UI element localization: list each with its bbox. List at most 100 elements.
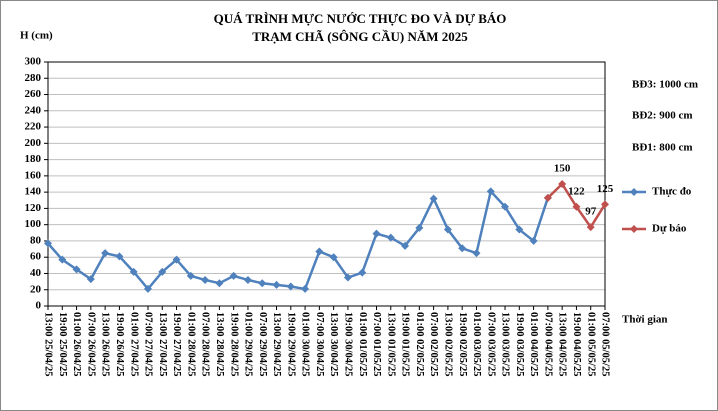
x-tick-label: 01:00 02/05/25	[414, 312, 425, 376]
legend-label: Thực đo	[652, 186, 692, 198]
x-tick-label: 07:00 27/04/25	[143, 312, 154, 376]
x-tick-label: 01:00 01/05/25	[357, 312, 368, 376]
y-tick-label: 300	[25, 56, 42, 68]
point	[158, 267, 167, 276]
x-tick-label: 01:00 26/04/25	[71, 312, 82, 376]
point	[115, 252, 124, 261]
y-tick-label: 280	[25, 72, 42, 84]
y-tick-label: 120	[25, 202, 42, 214]
x-tick-label: 13:00 27/04/25	[157, 312, 168, 376]
chart-title: QUÁ TRÌNH MỰC NƯỚC THỰC ĐO VÀ DỰ BÁO	[214, 11, 507, 26]
x-tick-label: 13:00 04/05/25	[557, 312, 568, 376]
legend-marker	[630, 225, 638, 233]
point	[329, 253, 338, 262]
point	[558, 180, 567, 188]
point	[343, 273, 352, 282]
y-tick-label: 0	[36, 300, 42, 312]
point	[243, 275, 252, 284]
point	[201, 275, 210, 284]
point	[72, 265, 81, 274]
x-tick-label: 01:00 30/04/25	[300, 312, 311, 376]
x-tick-label: 13:00 28/04/25	[214, 312, 225, 376]
x-tick-label: 01:00 04/05/25	[528, 312, 539, 376]
plot-border	[47, 61, 606, 307]
data-label: 150	[554, 163, 571, 175]
x-tick-label: 07:00 05/05/25	[600, 312, 611, 376]
y-tick-label: 100	[25, 218, 42, 230]
point	[315, 247, 324, 256]
point	[172, 255, 181, 264]
annotation: BĐ3: 1000 cm	[632, 79, 698, 91]
point	[101, 249, 110, 258]
point	[386, 233, 395, 242]
y-tick-label: 160	[25, 169, 42, 181]
point	[372, 229, 381, 238]
x-tick-label: 07:00 28/04/25	[200, 312, 211, 376]
legend-label: Dự báo	[652, 223, 687, 235]
point	[58, 255, 67, 264]
x-tick-label: 19:00 04/05/25	[571, 312, 582, 376]
point	[601, 200, 609, 209]
annotation: BĐ2: 900 cm	[632, 110, 693, 122]
point	[486, 187, 495, 196]
x-tick-label: 13:00 25/04/25	[43, 312, 54, 376]
x-tick-label: 07:00 01/05/25	[371, 312, 382, 376]
point	[229, 271, 238, 280]
x-tick-label: 01:00 03/05/25	[471, 312, 482, 376]
x-tick-label: 13:00 30/04/25	[328, 312, 339, 376]
data-label: 122	[568, 185, 585, 197]
y-tick-label: 80	[30, 234, 42, 246]
point	[272, 280, 281, 289]
x-tick-label: 07:00 29/04/25	[257, 312, 268, 376]
y-tick-label: 60	[30, 251, 42, 263]
x-tick-label: 19:00 29/04/25	[285, 312, 296, 376]
point	[429, 194, 438, 203]
y-tick-label: 260	[25, 88, 42, 100]
point	[186, 271, 195, 280]
x-tick-label: 07:00 30/04/25	[314, 312, 325, 376]
annotation: BĐ1: 800 cm	[632, 142, 693, 154]
point	[143, 284, 152, 293]
y-axis-label: H (cm)	[20, 30, 53, 42]
x-tick-label: 01:00 05/05/25	[585, 312, 596, 376]
x-tick-label: 13:00 29/04/25	[271, 312, 282, 376]
x-tick-label: 13:00 03/05/25	[500, 312, 511, 376]
x-tick-label: 13:00 02/05/25	[442, 312, 453, 376]
point	[515, 225, 524, 234]
point	[529, 236, 538, 245]
x-tick-label: 19:00 02/05/25	[457, 312, 468, 376]
point	[258, 279, 267, 288]
y-tick-label: 240	[25, 104, 42, 116]
x-tick-label: 19:00 28/04/25	[228, 312, 239, 376]
x-tick-label: 07:00 03/05/25	[485, 312, 496, 376]
y-tick-label: 40	[30, 267, 42, 279]
y-tick-label: 180	[25, 153, 42, 165]
x-tick-label: 07:00 26/04/25	[85, 312, 96, 376]
x-tick-label: 13:00 01/05/25	[385, 312, 396, 376]
y-tick-label: 200	[25, 137, 42, 149]
y-tick-label: 140	[25, 186, 42, 198]
x-tick-label: 19:00 03/05/25	[514, 312, 525, 376]
chart-subtitle: TRẠM CHÃ (SÔNG CẦU) NĂM 2025	[252, 29, 468, 44]
point	[572, 202, 581, 211]
x-tick-label: 07:00 04/05/25	[542, 312, 553, 376]
point	[415, 223, 424, 232]
x-tick-label: 19:00 01/05/25	[400, 312, 411, 376]
x-tick-label: 07:00 02/05/25	[428, 312, 439, 376]
x-tick-label: 01:00 27/04/25	[128, 312, 139, 376]
x-tick-label: 01:00 28/04/25	[185, 312, 196, 376]
point	[472, 249, 481, 258]
point	[543, 193, 552, 202]
x-axis-label: Thời gian	[622, 314, 668, 326]
x-tick-label: 01:00 29/04/25	[243, 312, 254, 376]
point	[286, 282, 295, 291]
point	[358, 268, 367, 277]
x-tick-label: 19:00 27/04/25	[171, 312, 182, 376]
x-tick-label: 13:00 26/04/25	[100, 312, 111, 376]
x-tick-label: 19:00 26/04/25	[114, 312, 125, 376]
data-label: 125	[597, 183, 614, 195]
point	[301, 284, 310, 293]
point	[586, 223, 595, 232]
